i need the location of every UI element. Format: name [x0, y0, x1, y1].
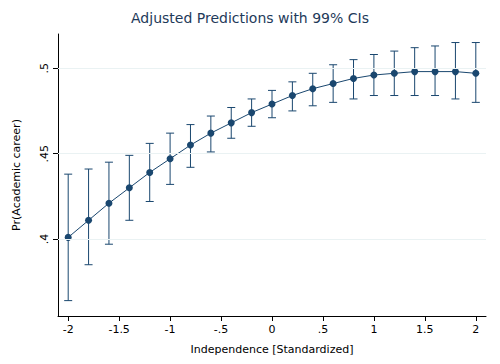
- svg-text:-1: -1: [165, 323, 176, 336]
- svg-text:Independence [Standardized]: Independence [Standardized]: [191, 343, 354, 356]
- svg-text:1: 1: [370, 323, 377, 336]
- svg-text:.5: .5: [38, 63, 51, 74]
- svg-text:0: 0: [269, 323, 276, 336]
- svg-text:-.5: -.5: [214, 323, 228, 336]
- svg-text:1.5: 1.5: [416, 323, 434, 336]
- svg-text:-1.5: -1.5: [108, 323, 129, 336]
- svg-text:Pr(Academic career): Pr(Academic career): [10, 119, 23, 231]
- svg-text:2: 2: [472, 323, 479, 336]
- svg-text:.5: .5: [318, 323, 329, 336]
- svg-text:.4: .4: [38, 234, 51, 245]
- svg-text:.45: .45: [38, 145, 51, 163]
- svg-text:Adjusted Predictions with 99%: Adjusted Predictions with 99% CIs: [131, 10, 369, 26]
- svg-text:-2: -2: [63, 323, 74, 336]
